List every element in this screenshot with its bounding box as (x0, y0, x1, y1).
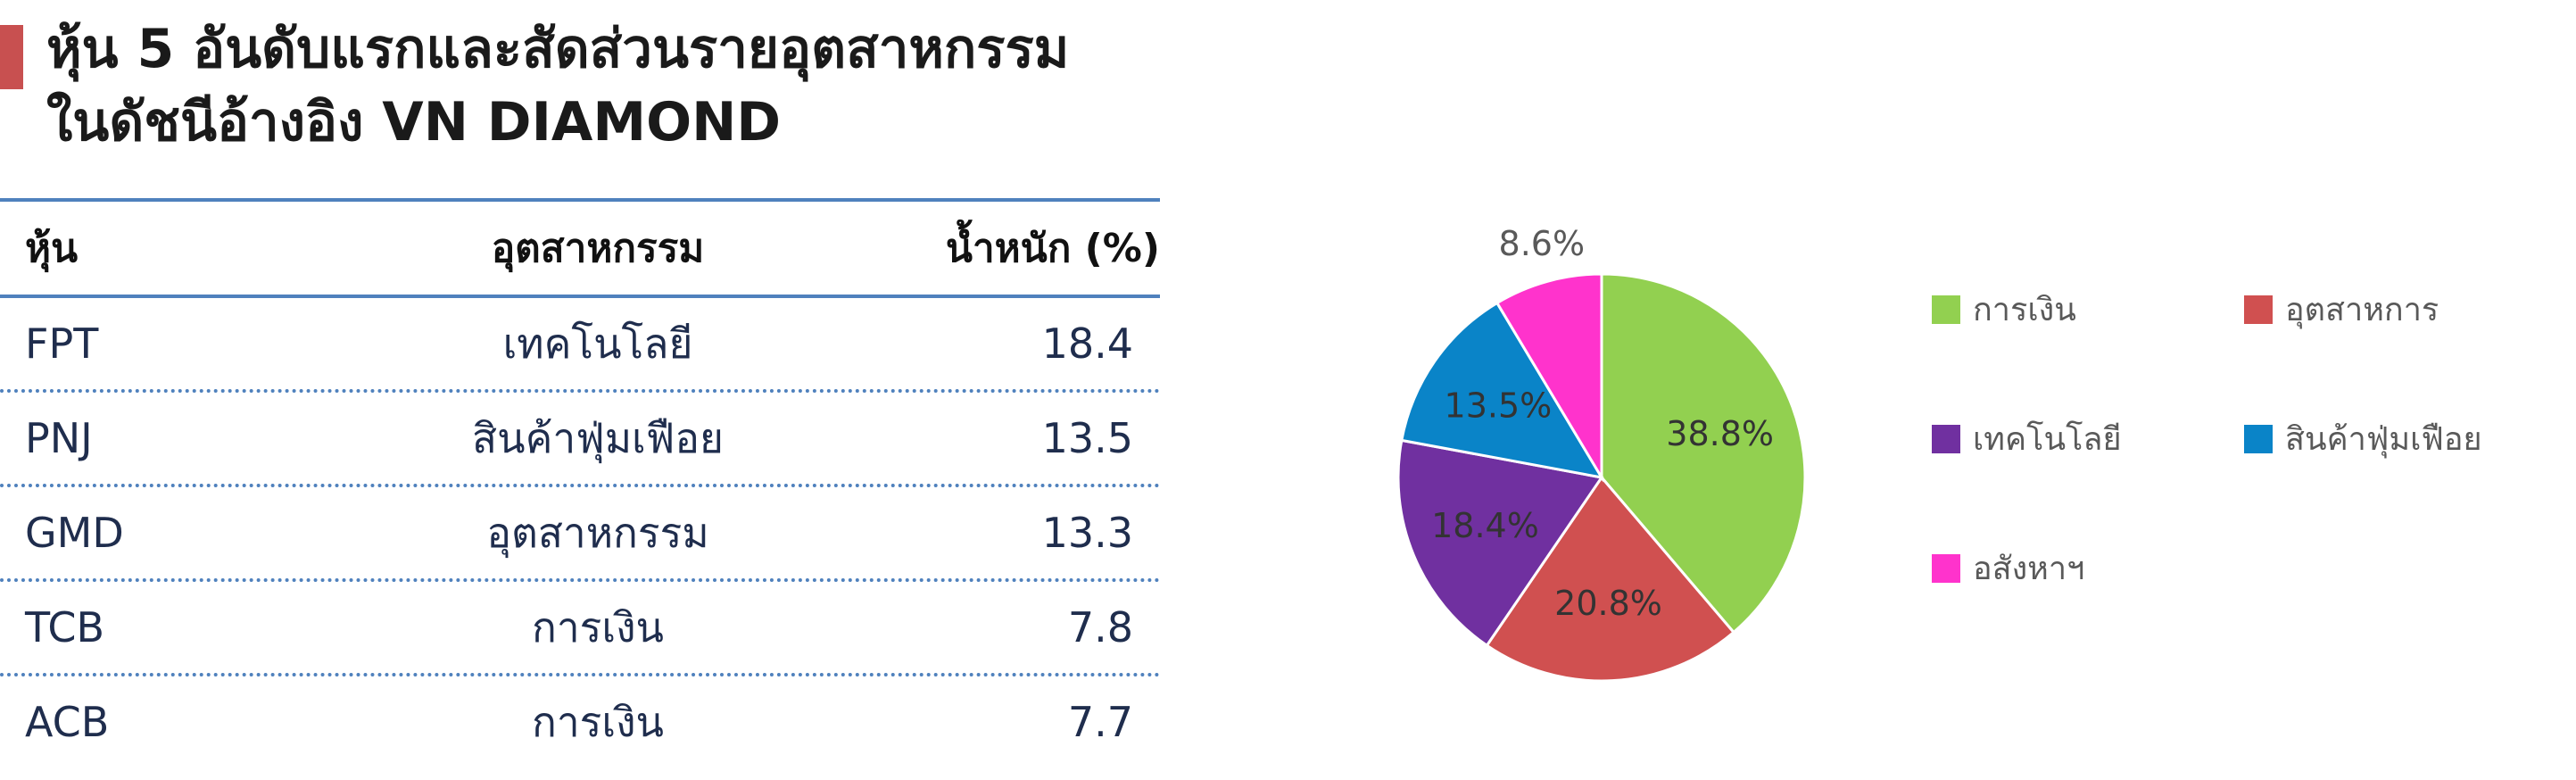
pie-data-label: 38.8% (1666, 414, 1774, 453)
industry-pie-chart: 38.8% 20.8% 18.4% 13.5% 8.6% การเงิน อุตสาหกา… (1338, 205, 2576, 741)
pie-slice-5 (1495, 272, 1603, 483)
legend-label: อสังหาฯ (1973, 551, 2085, 587)
pie-data-label: 20.8% (1554, 584, 1662, 623)
legend-item: สินค้าฟุ่มเฟือย (2244, 413, 2482, 464)
industry-cell: การเงิน (531, 602, 665, 651)
industry-cell: สินค้าฟุ่มเฟือย (472, 413, 724, 462)
stock-cell: GMD (25, 509, 124, 557)
pie-data-label: 13.5% (1445, 386, 1553, 425)
table-header: หุ้น อุตสาหกรรม น้ำหนัก (%) (0, 198, 1160, 298)
header-weight: น้ำหนัก (%) (945, 226, 1160, 271)
industry-cell: เทคโนโลยี (502, 319, 693, 368)
pie-slice-4 (1400, 301, 1604, 480)
legend-item: เทคโนโลยี (1932, 413, 2122, 464)
header-stock: หุ้น (25, 226, 79, 271)
pie-data-label: 8.6% (1499, 224, 1586, 263)
legend-item: อสังหาฯ (1932, 543, 2084, 593)
legend-item: การเงิน (1932, 284, 2076, 335)
table-row: PNJ สินค้าฟุ่มเฟือย 13.5 (0, 393, 1160, 487)
title-line-2: ในดัชนีอ้างอิง VN DIAMOND (46, 91, 782, 154)
table-row: GMD อุตสาหกรรม 13.3 (0, 487, 1160, 582)
legend-swatch (2244, 295, 2273, 324)
legend-swatch (1932, 295, 1960, 324)
legend-swatch (1932, 553, 1960, 583)
legend-swatch (1932, 424, 1960, 453)
pie-slice-1 (1600, 272, 1807, 635)
weight-cell: 13.5 (1041, 414, 1133, 462)
table-row: FPT เทคโนโลยี 18.4 (0, 298, 1160, 393)
title-line-1: หุ้น 5 อันดับแรกและสัดส่วนรายอุตสาหกรรม (46, 18, 1070, 80)
pie-slice-3 (1396, 438, 1604, 648)
weight-cell: 18.4 (1041, 319, 1133, 368)
top-stocks-table: หุ้น อุตสาหกรรม น้ำหนัก (%) FPT เทคโนโลย… (0, 198, 1160, 768)
legend-label: การเงิน (1973, 292, 2076, 328)
legend-label: เทคโนโลยี (1973, 421, 2122, 458)
table-row: TCB การเงิน 7.8 (0, 582, 1160, 676)
pie-slice-2 (1485, 475, 1736, 683)
industry-cell: การเงิน (531, 697, 665, 746)
stock-cell: ACB (25, 698, 110, 746)
legend-label: สินค้าฟุ่มเฟือย (2285, 421, 2482, 458)
header-industry: อุตสาหกรรม (491, 226, 705, 271)
weight-cell: 7.7 (1067, 698, 1133, 746)
title-accent-bar (0, 25, 23, 89)
industry-cell: อุตสาหกรรม (486, 508, 709, 557)
pie-data-label: 18.4% (1431, 506, 1539, 545)
table-row: ACB การเงิน 7.7 (0, 676, 1160, 768)
pie-svg: 38.8% 20.8% 18.4% 13.5% 8.6% (1396, 224, 1807, 683)
legend-label: อุตสาหการ (2285, 292, 2439, 328)
page-title: หุ้น 5 อันดับแรกและสัดส่วนรายอุตสาหกรรม … (46, 12, 1069, 159)
legend-swatch (2244, 424, 2273, 453)
legend-item: อุตสาหการ (2244, 284, 2439, 335)
weight-cell: 13.3 (1041, 509, 1133, 557)
weight-cell: 7.8 (1067, 603, 1133, 651)
stock-cell: FPT (25, 319, 99, 368)
stock-cell: PNJ (25, 414, 93, 462)
stock-cell: TCB (25, 603, 105, 651)
